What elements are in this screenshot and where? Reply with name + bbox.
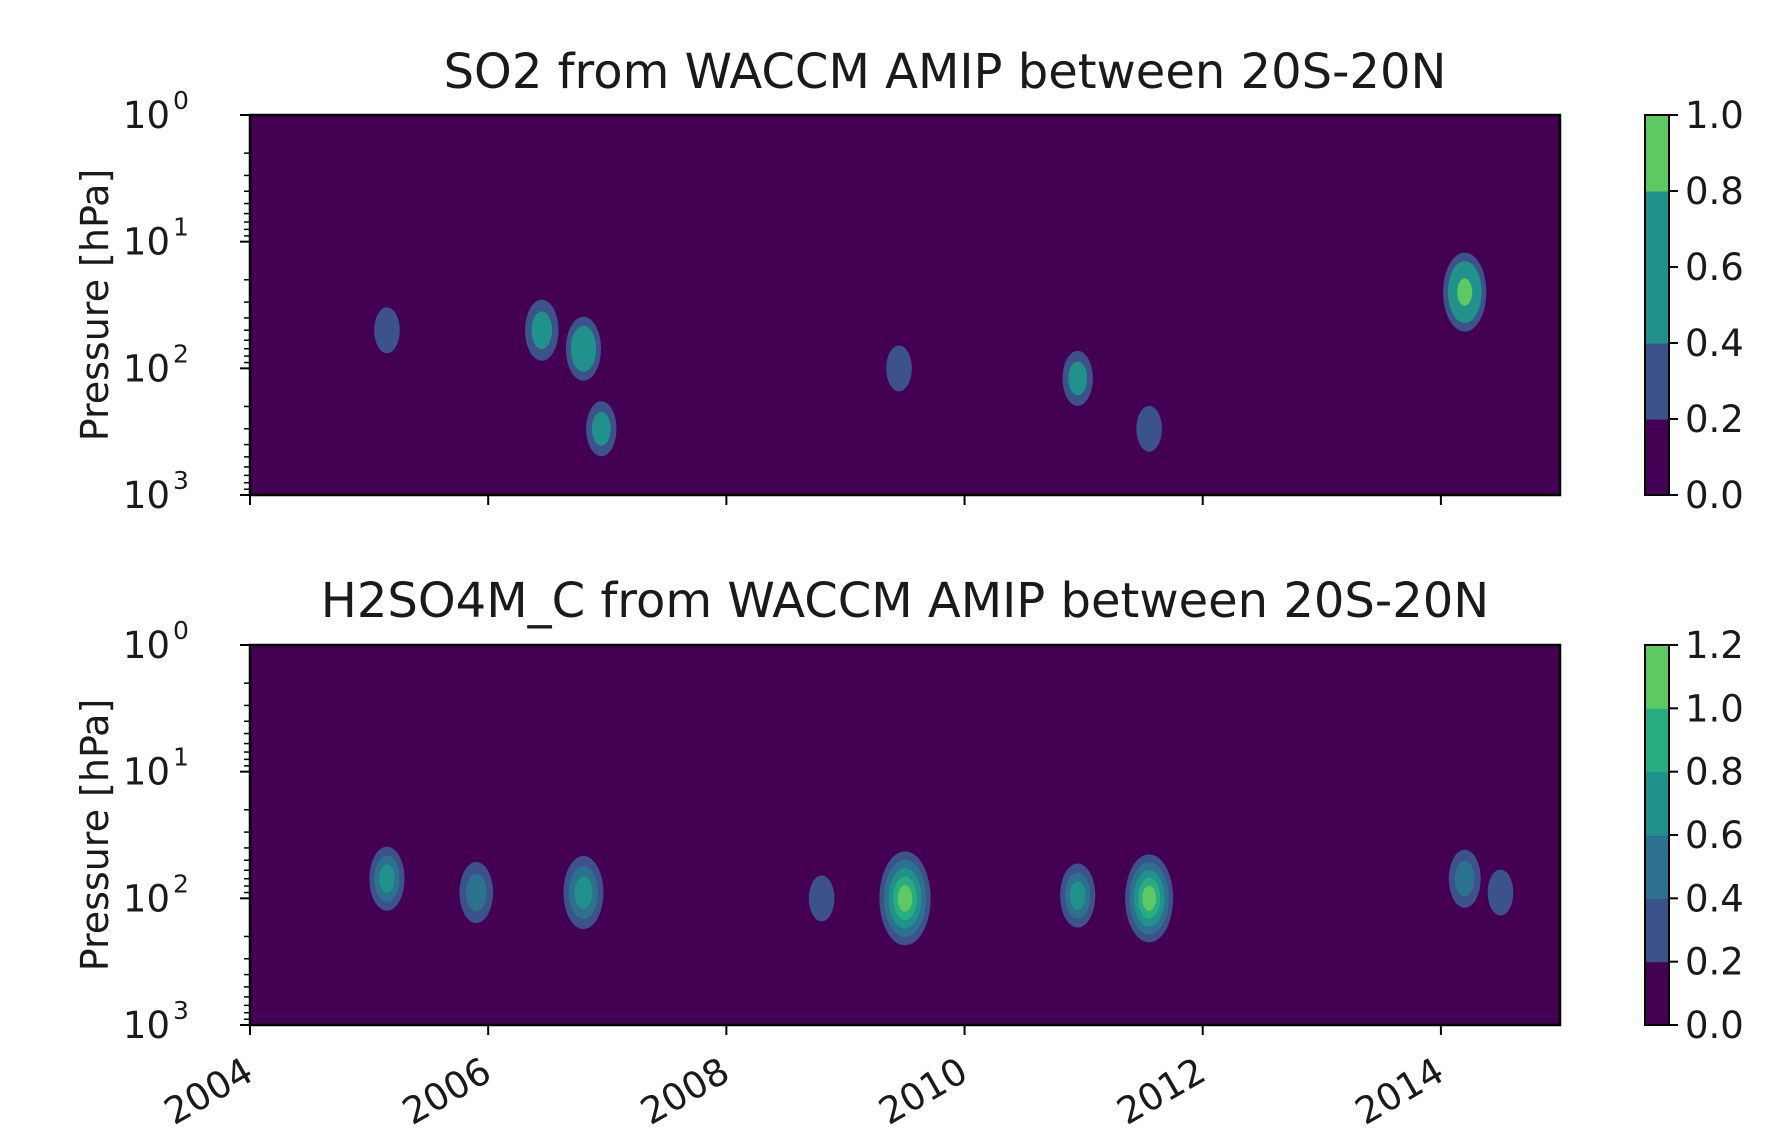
panel-so2: SO2 from WACCM AMIP between 20S-20N 10 01… (73, 44, 1744, 517)
contour-level (808, 875, 835, 922)
contour-level (374, 307, 400, 354)
contour-level (897, 884, 913, 912)
y-tick-exponent: 3 (173, 996, 189, 1025)
colorbar-tick-label: 0.4 (1685, 322, 1744, 365)
contour-level (1142, 885, 1157, 911)
contour-level (1068, 361, 1088, 396)
y-tick-exponent: 0 (173, 616, 189, 645)
contour-level (465, 873, 487, 912)
plot-area (250, 115, 1560, 495)
panel-h2so4m: H2SO4M_C from WACCM AMIP between 20S-20N… (73, 573, 1744, 1133)
colorbar-frame (1644, 114, 1670, 496)
colorbar-segment (1645, 645, 1669, 709)
y-tick-exponent: 3 (173, 466, 189, 495)
y-tick-label: 10 (123, 624, 170, 667)
contour-level (379, 864, 395, 893)
contour-features (369, 846, 1514, 946)
contour-level (575, 334, 592, 363)
contour-level (1457, 278, 1473, 306)
y-axis-label: Pressure [hPa] (73, 169, 117, 442)
y-tick-exponent: 2 (173, 869, 189, 898)
chart-title: SO2 from WACCM AMIP between 20S-20N (444, 44, 1447, 100)
colorbar-segment (1645, 771, 1669, 836)
contour-level (886, 345, 912, 392)
contour-level (1136, 405, 1162, 452)
x-axis-ticks (249, 495, 1442, 505)
colorbar-segment (1645, 898, 1669, 963)
y-tick-label: 10 (123, 877, 170, 920)
y-tick-label: 10 (123, 751, 170, 794)
y-tick-label: 10 (123, 94, 170, 137)
contour-level (531, 311, 553, 350)
colorbar: 0.0 0.2 0.4 0.6 0.8 1.0 1.2 (1644, 624, 1744, 1047)
y-tick-exponent: 0 (173, 86, 189, 115)
y-tick-label: 10 (123, 221, 170, 264)
colorbar-segment (1645, 115, 1669, 192)
colorbar-segment (1645, 835, 1669, 899)
contour-level (1454, 860, 1475, 897)
contour-level (1487, 869, 1514, 916)
y-tick-exponent: 1 (173, 213, 189, 242)
contour-level (591, 411, 611, 446)
contour-features (374, 252, 1487, 457)
colorbar-tick-label: 0.0 (1685, 1004, 1744, 1047)
colorbar-tick-label: 0.6 (1685, 246, 1744, 289)
colorbar-tick-label: 0.8 (1685, 751, 1744, 794)
colorbar-tick-label: 0.8 (1685, 170, 1744, 213)
plot-area (250, 645, 1560, 1025)
colorbar-segment (1645, 961, 1669, 1026)
y-tick-exponent: 2 (173, 339, 189, 368)
plot-frame (248, 643, 1562, 1027)
colorbar-segment (1645, 708, 1669, 773)
y-tick-exponent: 1 (173, 743, 189, 772)
colorbar-segment (1645, 267, 1669, 344)
colorbar-tick-label: 1.0 (1685, 687, 1744, 730)
chart-title: H2SO4M_C from WACCM AMIP between 20S-20N (321, 573, 1489, 629)
colorbar-tick-label: 0.6 (1685, 814, 1744, 857)
y-axis-label: Pressure [hPa] (73, 699, 117, 972)
y-tick-label: 10 (123, 347, 170, 390)
colorbar-tick-label: 0.4 (1685, 877, 1744, 920)
colorbar-tick-label: 0.0 (1685, 474, 1744, 517)
colorbar-segment (1645, 419, 1669, 496)
colorbar: 0.0 0.2 0.4 0.6 0.8 1.0 (1644, 94, 1744, 517)
contour-level (1069, 881, 1086, 910)
contour-level (574, 876, 593, 909)
colorbar-segment (1645, 191, 1669, 268)
colorbar-tick-label: 1.2 (1685, 624, 1744, 667)
colorbar-segment (1645, 343, 1669, 420)
colorbar-tick-label: 0.2 (1685, 941, 1744, 984)
plot-frame (248, 113, 1562, 497)
y-tick-label: 10 (123, 474, 170, 517)
colorbar-tick-label: 1.0 (1685, 94, 1744, 137)
colorbar-tick-label: 0.2 (1685, 398, 1744, 441)
y-tick-label: 10 (123, 1004, 170, 1047)
